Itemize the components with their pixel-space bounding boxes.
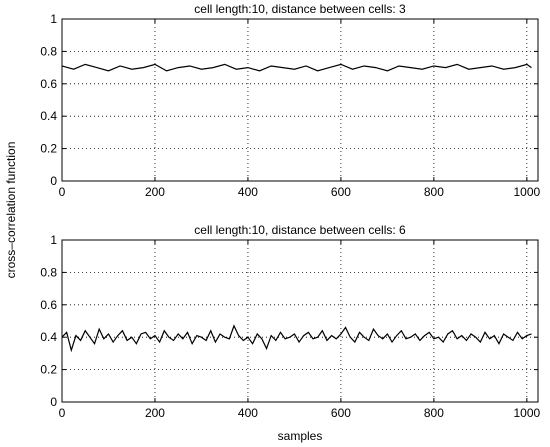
series-line bbox=[61, 63, 532, 72]
chart-title: cell length:10, distance between cells: … bbox=[194, 2, 406, 16]
y-tick-label: 0.6 bbox=[40, 77, 57, 91]
y-tick-label: 0.8 bbox=[40, 265, 57, 279]
y-axis-label: cross–correlation function bbox=[4, 142, 18, 279]
y-tick-label: 1 bbox=[50, 233, 57, 247]
y-tick-label: 0.2 bbox=[40, 142, 57, 156]
chart-title: cell length:10, distance between cells: … bbox=[194, 223, 406, 237]
chart-panel-top: cell length:10, distance between cells: … bbox=[40, 2, 540, 199]
x-tick-label: 200 bbox=[145, 185, 165, 199]
x-tick-label: 800 bbox=[424, 406, 444, 420]
x-tick-label: 800 bbox=[424, 185, 444, 199]
x-tick-label: 200 bbox=[145, 406, 165, 420]
x-tick-label: 400 bbox=[238, 185, 258, 199]
x-tick-label: 400 bbox=[238, 406, 258, 420]
x-axis-label: samples bbox=[278, 429, 323, 443]
x-tick-label: 600 bbox=[331, 185, 351, 199]
y-tick-label: 0.8 bbox=[40, 44, 57, 58]
x-tick-label: 0 bbox=[59, 406, 66, 420]
y-tick-label: 0.6 bbox=[40, 298, 57, 312]
y-tick-label: 0 bbox=[50, 395, 57, 409]
y-tick-label: 1 bbox=[50, 12, 57, 26]
chart-panel-bottom: cell length:10, distance between cells: … bbox=[40, 223, 540, 420]
x-tick-label: 1000 bbox=[513, 185, 540, 199]
plot-frame bbox=[61, 239, 539, 403]
y-tick-label: 0.4 bbox=[40, 330, 57, 344]
plot-frame bbox=[61, 18, 539, 182]
series-line bbox=[61, 324, 532, 353]
y-tick-label: 0.2 bbox=[40, 363, 57, 377]
y-tick-label: 0.4 bbox=[40, 109, 57, 123]
y-tick-label: 0 bbox=[50, 174, 57, 188]
x-tick-label: 1000 bbox=[513, 406, 540, 420]
x-tick-label: 600 bbox=[331, 406, 351, 420]
x-tick-label: 0 bbox=[59, 185, 66, 199]
